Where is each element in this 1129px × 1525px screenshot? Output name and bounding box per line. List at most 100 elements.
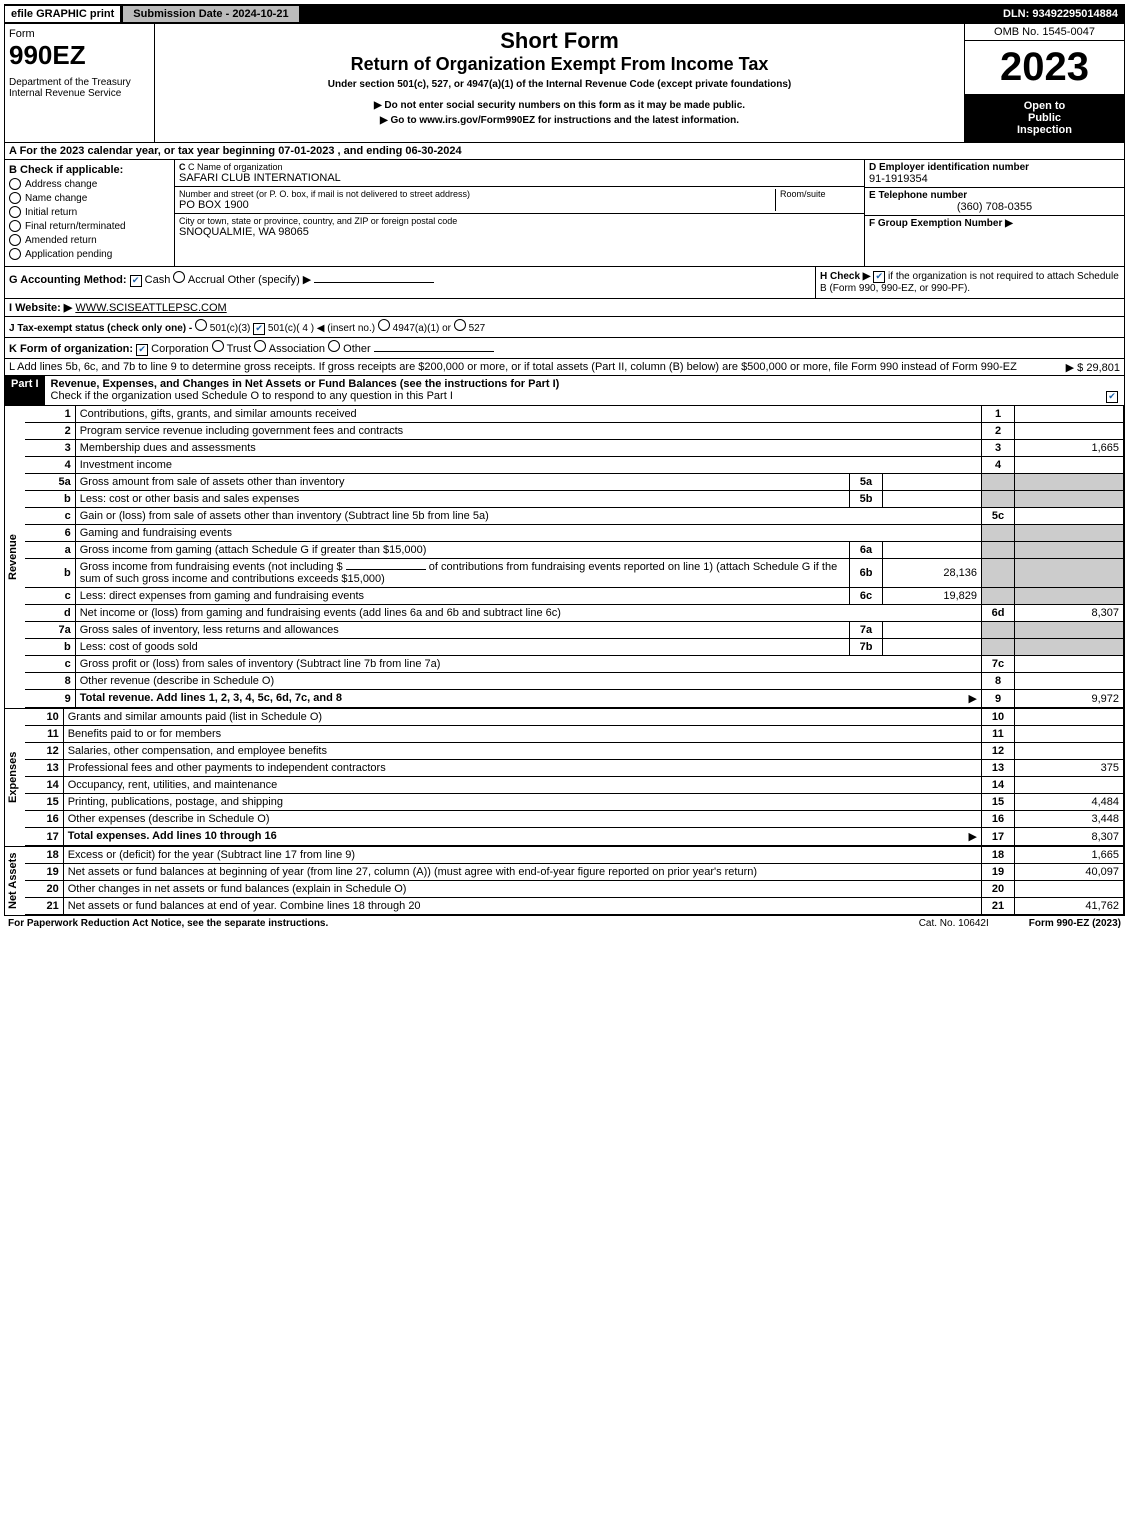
cash-label: Cash [145, 274, 171, 286]
accrual-label: Accrual [188, 274, 225, 286]
final-return-checkbox[interactable] [9, 220, 21, 232]
amended-return-checkbox[interactable] [9, 234, 21, 246]
org-name-label: C C Name of organization [179, 162, 860, 172]
part-1-badge: Part I [5, 376, 45, 405]
omb-number: OMB No. 1545-0047 [965, 24, 1124, 41]
initial-return-label: Initial return [25, 207, 77, 218]
under-section: Under section 501(c), 527, or 4947(a)(1)… [159, 79, 960, 90]
section-a: A For the 2023 calendar year, or tax yea… [4, 143, 1125, 160]
part-1-title: Revenue, Expenses, and Changes in Net As… [51, 378, 560, 390]
group-exemption-label: F Group Exemption Number ▶ [869, 218, 1120, 229]
application-pending-checkbox[interactable] [9, 248, 21, 260]
other-org-checkbox[interactable] [328, 340, 340, 352]
application-pending-label: Application pending [25, 249, 112, 260]
4947-checkbox[interactable] [378, 319, 390, 331]
section-g: G Accounting Method: Cash Accrual Other … [5, 267, 815, 298]
line-5a: 5aGross amount from sale of assets other… [25, 474, 1124, 491]
section-b-through-f: B Check if applicable: Address change Na… [4, 160, 1125, 267]
line-10: 10Grants and similar amounts paid (list … [25, 709, 1124, 726]
no-ssn-note: ▶ Do not enter social security numbers o… [159, 100, 960, 111]
goto-link[interactable]: ▶ Go to www.irs.gov/Form990EZ for instru… [159, 115, 960, 126]
section-b-title: B Check if applicable: [9, 164, 170, 176]
cash-checkbox[interactable] [130, 275, 142, 287]
section-j: J Tax-exempt status (check only one) - 5… [4, 317, 1125, 338]
corporation-checkbox[interactable] [136, 344, 148, 356]
line-5b: bLess: cost or other basis and sales exp… [25, 491, 1124, 508]
line-17: 17Total expenses. Add lines 10 through 1… [25, 828, 1124, 846]
form-word: Form [9, 28, 150, 40]
501c-checkbox[interactable] [253, 323, 265, 335]
gross-receipts-amount: ▶ $ 29,801 [1066, 361, 1120, 374]
submission-date: Submission Date - 2024-10-21 [122, 5, 299, 23]
line-6d: dNet income or (loss) from gaming and fu… [25, 605, 1124, 622]
line-15: 15Printing, publications, postage, and s… [25, 794, 1124, 811]
name-change-checkbox[interactable] [9, 192, 21, 204]
line-7c: cGross profit or (loss) from sales of in… [25, 656, 1124, 673]
address-change-checkbox[interactable] [9, 178, 21, 190]
association-checkbox[interactable] [254, 340, 266, 352]
line-2: 2Program service revenue including gover… [25, 423, 1124, 440]
line-3: 3Membership dues and assessments31,665 [25, 440, 1124, 457]
section-i: I Website: ▶ WWW.SCISEATTLEPSC.COM [4, 299, 1125, 317]
accrual-checkbox[interactable] [173, 271, 185, 283]
line-6c: cLess: direct expenses from gaming and f… [25, 588, 1124, 605]
section-e: E Telephone number (360) 708-0355 [865, 188, 1124, 216]
line-18: 18Excess or (deficit) for the year (Subt… [25, 847, 1124, 864]
expenses-side-label: Expenses [5, 709, 25, 846]
efile-print-button[interactable]: efile GRAPHIC print [5, 6, 120, 22]
revenue-group: Revenue 1Contributions, gifts, grants, a… [4, 406, 1125, 709]
city-label: City or town, state or province, country… [179, 216, 860, 226]
street-value: PO BOX 1900 [179, 199, 775, 211]
name-change-label: Name change [25, 193, 87, 204]
501c3-checkbox[interactable] [195, 319, 207, 331]
line-20: 20Other changes in net assets or fund ba… [25, 881, 1124, 898]
net-assets-side-label: Net Assets [5, 847, 25, 915]
address-change-label: Address change [25, 179, 97, 190]
short-form-title: Short Form [159, 28, 960, 54]
section-f: F Group Exemption Number ▶ [865, 216, 1124, 243]
city-value: SNOQUALMIE, WA 98065 [179, 226, 860, 238]
section-d: D Employer identification number 91-1919… [865, 160, 1124, 188]
section-k: K Form of organization: Corporation Trus… [4, 338, 1125, 359]
section-g-h: G Accounting Method: Cash Accrual Other … [4, 267, 1125, 299]
dln: DLN: 93492295014884 [997, 6, 1124, 22]
org-name: SAFARI CLUB INTERNATIONAL [179, 172, 860, 184]
section-h: H Check ▶ if the organization is not req… [815, 267, 1124, 298]
line-6b: bGross income from fundraising events (n… [25, 559, 1124, 588]
dept-treasury: Department of the Treasury Internal Reve… [9, 77, 150, 99]
527-checkbox[interactable] [454, 319, 466, 331]
website-link[interactable]: WWW.SCISEATTLEPSC.COM [75, 302, 226, 314]
other-specify-input[interactable] [314, 282, 434, 283]
open-inspection: Open to Public Inspection [965, 94, 1124, 142]
line-13: 13Professional fees and other payments t… [25, 760, 1124, 777]
form-number: 990EZ [9, 40, 150, 71]
amended-return-label: Amended return [25, 235, 97, 246]
street-label: Number and street (or P. O. box, if mail… [179, 189, 775, 199]
schedule-b-checkbox[interactable] [873, 271, 885, 283]
line-7a: 7aGross sales of inventory, less returns… [25, 622, 1124, 639]
trust-checkbox[interactable] [212, 340, 224, 352]
net-assets-group: Net Assets 18Excess or (deficit) for the… [4, 847, 1125, 916]
line-14: 14Occupancy, rent, utilities, and mainte… [25, 777, 1124, 794]
other-specify-label: Other (specify) ▶ [228, 274, 312, 286]
line-12: 12Salaries, other compensation, and empl… [25, 743, 1124, 760]
section-l: L Add lines 5b, 6c, and 7b to line 9 to … [4, 359, 1125, 376]
initial-return-checkbox[interactable] [9, 206, 21, 218]
line-19: 19Net assets or fund balances at beginni… [25, 864, 1124, 881]
section-l-text: L Add lines 5b, 6c, and 7b to line 9 to … [9, 361, 1017, 373]
line-7b: bLess: cost of goods sold7b [25, 639, 1124, 656]
line-5c: cGain or (loss) from sale of assets othe… [25, 508, 1124, 525]
ein-value: 91-1919354 [869, 173, 1120, 185]
catalog-number: Cat. No. 10642I [919, 918, 989, 929]
phone-value: (360) 708-0355 [869, 201, 1120, 213]
room-suite-label: Room/suite [775, 189, 860, 211]
final-return-label: Final return/terminated [25, 221, 126, 232]
line-21: 21Net assets or fund balances at end of … [25, 898, 1124, 915]
form-number-footer: Form 990-EZ (2023) [1029, 918, 1121, 929]
revenue-side-label: Revenue [5, 406, 25, 708]
form-header: Form 990EZ Department of the Treasury In… [4, 24, 1125, 143]
other-org-input[interactable] [374, 351, 494, 352]
section-b: B Check if applicable: Address change Na… [5, 160, 175, 266]
schedule-o-checkbox[interactable] [1106, 391, 1118, 403]
top-bar: efile GRAPHIC print Submission Date - 20… [4, 4, 1125, 24]
